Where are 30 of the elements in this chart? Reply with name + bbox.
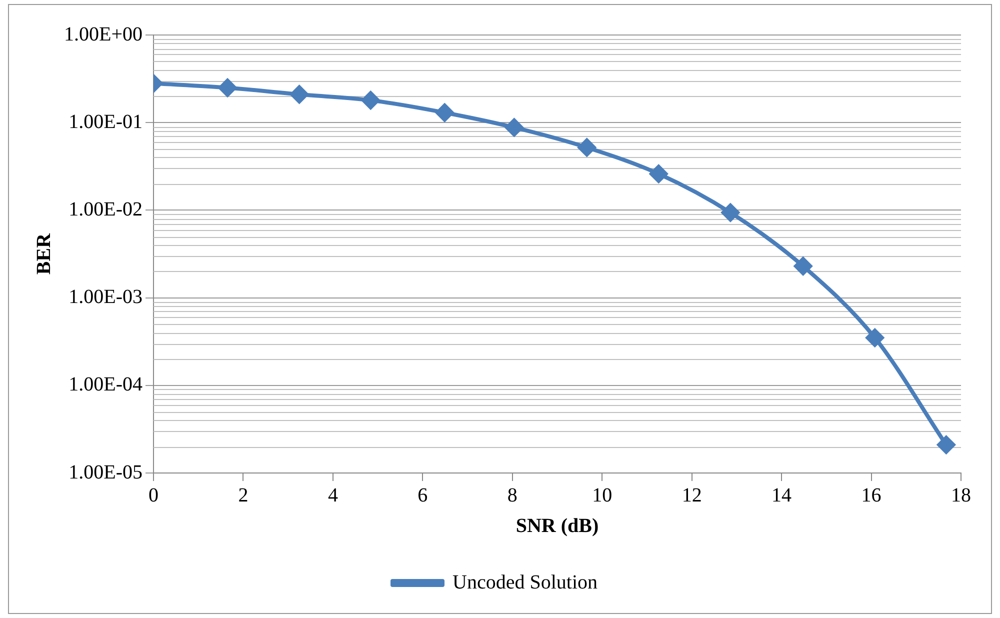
x-axis-title: SNR (dB) bbox=[516, 515, 599, 538]
y-tick-label: 1.00E-03 bbox=[68, 286, 142, 308]
point bbox=[436, 104, 454, 122]
point bbox=[794, 257, 812, 276]
y-tick-label: 1.00E-02 bbox=[68, 198, 142, 220]
x-tick-label: 14 bbox=[772, 484, 792, 506]
y-tick-label: 1.00E+00 bbox=[64, 23, 142, 46]
x-tick-label: 4 bbox=[328, 484, 338, 506]
x-tick-label: 0 bbox=[148, 484, 158, 506]
point bbox=[218, 78, 237, 97]
point bbox=[362, 91, 380, 110]
x-tick-label: 2 bbox=[238, 484, 248, 506]
x-tick-label: 18 bbox=[951, 484, 971, 506]
point bbox=[505, 118, 524, 136]
x-tick-label: 12 bbox=[682, 484, 702, 506]
point bbox=[866, 328, 884, 347]
y-tick-label: 1.00E-04 bbox=[68, 374, 142, 396]
x-tick-label: 10 bbox=[592, 484, 612, 506]
y-tick-label: 1.00E-01 bbox=[68, 110, 142, 133]
point bbox=[721, 204, 740, 222]
x-tick-label: 8 bbox=[507, 484, 518, 506]
point bbox=[578, 138, 596, 156]
y-tick-label: 1.00E-05 bbox=[68, 461, 142, 484]
y-axis-title: BER bbox=[33, 232, 56, 275]
point bbox=[937, 436, 956, 454]
point bbox=[650, 164, 668, 183]
point bbox=[290, 85, 308, 104]
x-tick-label: 16 bbox=[861, 484, 882, 506]
x-tick-label: 6 bbox=[418, 484, 428, 506]
legend-label: Uncoded Solution bbox=[452, 571, 598, 594]
